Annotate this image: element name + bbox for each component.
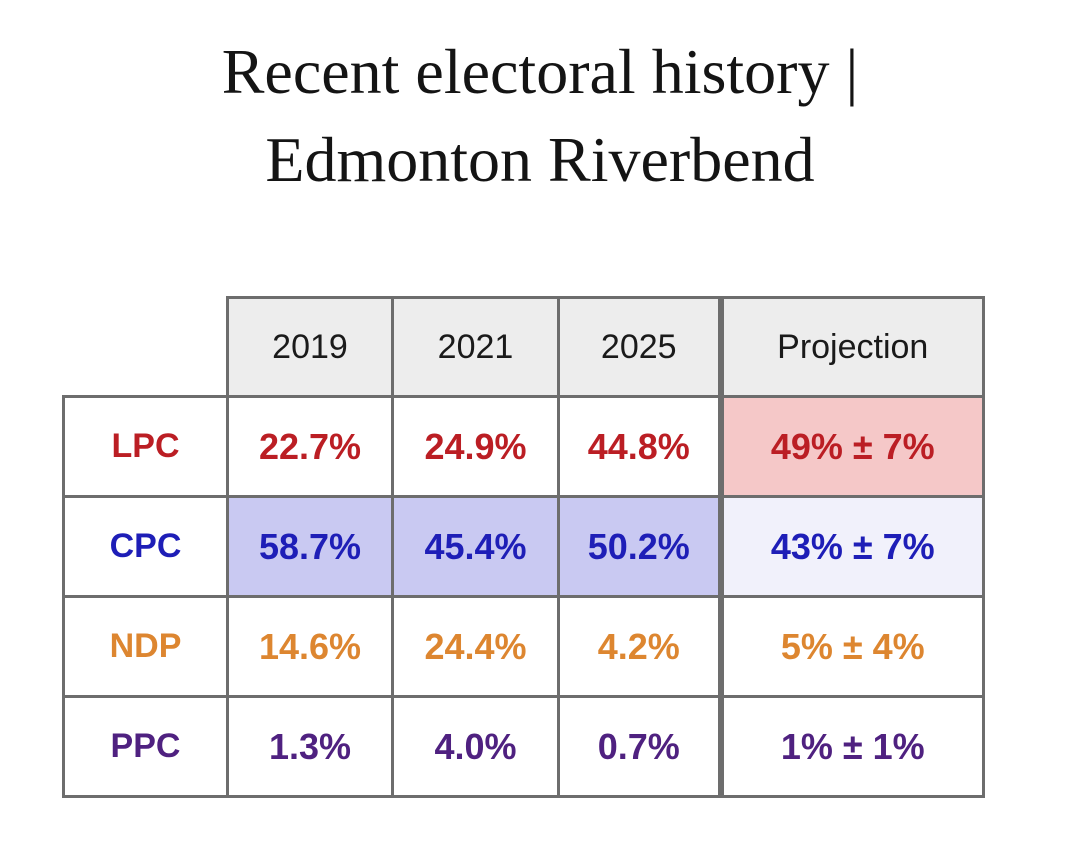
cell-ppc-2025: 0.7% bbox=[557, 695, 722, 798]
cell-lpc-2021: 24.9% bbox=[391, 395, 560, 498]
party-label-ndp: NDP bbox=[62, 595, 229, 698]
cell-lpc-projection: 49% ± 7% bbox=[717, 395, 985, 498]
column-header-2019: 2019 bbox=[226, 296, 394, 398]
cell-ndp-2025: 4.2% bbox=[557, 595, 722, 698]
cell-ppc-2019: 1.3% bbox=[226, 695, 394, 798]
party-label-lpc: LPC bbox=[62, 395, 229, 498]
cell-ppc-projection: 1% ± 1% bbox=[717, 695, 985, 798]
cell-ppc-2021: 4.0% bbox=[391, 695, 560, 798]
column-header-2021: 2021 bbox=[391, 296, 560, 398]
table-row-cpc: CPC 58.7% 45.4% 50.2% 43% ± 7% bbox=[62, 495, 985, 598]
table-row-ndp: NDP 14.6% 24.4% 4.2% 5% ± 4% bbox=[62, 595, 985, 698]
table-row-lpc: LPC 22.7% 24.9% 44.8% 49% ± 7% bbox=[62, 395, 985, 498]
page-title-line1: Recent electoral history | bbox=[221, 36, 859, 107]
cell-cpc-2021: 45.4% bbox=[391, 495, 560, 598]
column-header-projection: Projection bbox=[717, 296, 985, 398]
cell-cpc-2019: 58.7% bbox=[226, 495, 394, 598]
cell-lpc-2025: 44.8% bbox=[557, 395, 722, 498]
party-label-ppc: PPC bbox=[62, 695, 229, 798]
cell-ndp-projection: 5% ± 4% bbox=[717, 595, 985, 698]
cell-ndp-2019: 14.6% bbox=[226, 595, 394, 698]
cell-ndp-2021: 24.4% bbox=[391, 595, 560, 698]
page-title-line2: Edmonton Riverbend bbox=[265, 124, 815, 196]
cell-lpc-2019: 22.7% bbox=[226, 395, 394, 498]
cell-cpc-projection: 43% ± 7% bbox=[717, 495, 985, 598]
table-row-ppc: PPC 1.3% 4.0% 0.7% 1% ± 1% bbox=[62, 695, 985, 798]
header-row: 2019 2021 2025 Projection bbox=[64, 296, 985, 398]
party-label-cpc: CPC bbox=[62, 495, 229, 598]
corner-cell bbox=[64, 298, 228, 397]
electoral-history-table: 2019 2021 2025 Projection LPC 22.7% 24.9… bbox=[62, 296, 985, 798]
cell-cpc-2025: 50.2% bbox=[557, 495, 722, 598]
column-header-2025: 2025 bbox=[557, 296, 722, 398]
page-title: Recent electoral history | Edmonton Rive… bbox=[0, 28, 1080, 205]
